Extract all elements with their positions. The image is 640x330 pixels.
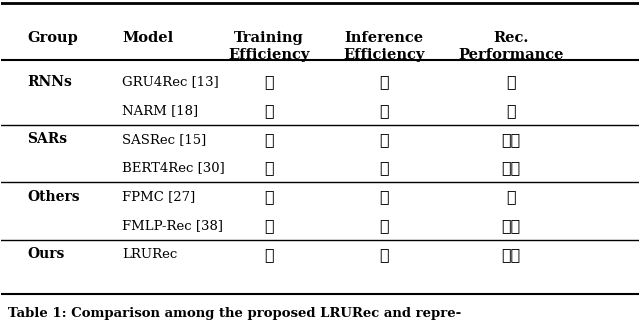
Text: FMLP-Rec [38]: FMLP-Rec [38]: [122, 219, 223, 232]
Text: RNNs: RNNs: [27, 75, 72, 88]
Text: GRU4Rec [13]: GRU4Rec [13]: [122, 75, 220, 88]
Text: ✓: ✓: [506, 73, 516, 90]
Text: ✗: ✗: [264, 73, 274, 90]
Text: Others: Others: [27, 190, 79, 204]
Text: ✓: ✓: [379, 102, 388, 119]
Text: ✓: ✓: [506, 102, 516, 119]
Text: ✗: ✗: [379, 131, 388, 148]
Text: Model: Model: [122, 31, 173, 45]
Text: ✓: ✓: [379, 188, 388, 205]
Text: ✗: ✗: [264, 188, 274, 205]
Text: Group: Group: [27, 31, 77, 45]
Text: ✓✓: ✓✓: [502, 217, 521, 234]
Text: ✗: ✗: [379, 217, 388, 234]
Text: Inference
Efficiency: Inference Efficiency: [343, 31, 424, 62]
Text: ✓: ✓: [264, 246, 274, 263]
Text: ✓: ✓: [264, 159, 274, 177]
Text: ✓: ✓: [379, 246, 388, 263]
Text: Rec.
Performance: Rec. Performance: [458, 31, 564, 62]
Text: Training
Efficiency: Training Efficiency: [228, 31, 310, 62]
Text: ✓✓: ✓✓: [502, 159, 521, 177]
Text: ✓: ✓: [264, 131, 274, 148]
Text: ✓: ✓: [506, 188, 516, 205]
Text: ✓✓: ✓✓: [502, 246, 521, 263]
Text: ✓: ✓: [264, 217, 274, 234]
Text: ✓✓: ✓✓: [502, 131, 521, 148]
Text: NARM [18]: NARM [18]: [122, 104, 198, 117]
Text: ✓: ✓: [379, 73, 388, 90]
Text: BERT4Rec [30]: BERT4Rec [30]: [122, 161, 225, 175]
Text: Table 1: Comparison among the proposed LRURec and repre-: Table 1: Comparison among the proposed L…: [8, 307, 461, 320]
Text: Ours: Ours: [27, 247, 64, 261]
Text: LRURec: LRURec: [122, 248, 178, 261]
Text: ✗: ✗: [379, 159, 388, 177]
Text: FPMC [27]: FPMC [27]: [122, 190, 196, 203]
Text: SASRec [15]: SASRec [15]: [122, 133, 207, 146]
Text: SARs: SARs: [27, 132, 67, 146]
Text: ✗: ✗: [264, 102, 274, 119]
